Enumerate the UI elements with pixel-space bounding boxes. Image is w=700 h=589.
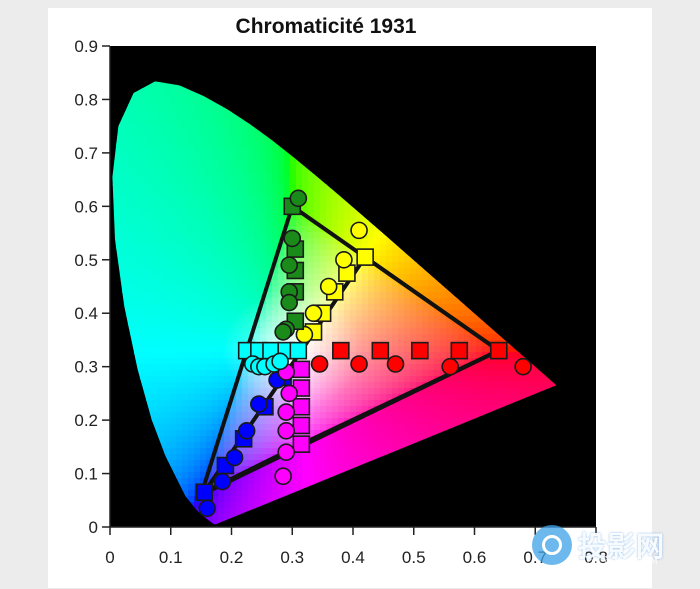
x-tick-label: 0.2 — [220, 548, 244, 567]
marker-circle-1-2 — [386, 355, 405, 373]
x-tick-label: 0 — [105, 548, 114, 567]
marker-square-6-0 — [195, 483, 213, 502]
marker-square-2-0 — [356, 248, 374, 266]
x-tick-label: 0.1 — [159, 548, 183, 567]
marker-circle-9-3 — [277, 403, 295, 421]
marker-circle-9-1 — [277, 443, 295, 461]
y-tick-label: 0.5 — [74, 251, 98, 270]
marker-circle-1-1 — [441, 357, 460, 376]
marker-circle-5-4 — [280, 293, 299, 312]
marker-circle-9-0 — [274, 467, 292, 486]
marker-square-10-4 — [289, 341, 308, 360]
marker-square-8-0 — [292, 435, 311, 453]
watermark: 投影网 TOUYING.COM — [528, 523, 688, 571]
marker-circle-7-1 — [213, 472, 232, 491]
marker-circle-1-3 — [350, 355, 368, 373]
marker-circle-5-1 — [283, 229, 302, 248]
y-tick-label: 0.9 — [74, 37, 98, 56]
y-tick-label: 0.7 — [74, 144, 98, 163]
marker-circle-11-4 — [271, 352, 289, 371]
y-tick-label: 0.1 — [74, 465, 98, 484]
marker-square-0-1 — [450, 341, 469, 360]
marker-circle-3-1 — [335, 250, 353, 269]
marker-square-0-4 — [332, 341, 350, 360]
marker-circle-7-0 — [198, 499, 216, 518]
axes: 0 0.1 0.2 0.3 0.4 0.5 0.6 0.7 0.8 0.9 0 0.1 0.2 0.3 0.… — [74, 37, 607, 567]
marker-circle-7-3 — [237, 421, 256, 440]
x-tick-label: 0.8 — [584, 548, 608, 567]
marker-square-8-1 — [292, 416, 311, 435]
marker-square-8-2 — [292, 397, 311, 416]
y-tick-label: 0.4 — [74, 304, 98, 323]
marker-circle-3-3 — [304, 304, 323, 323]
marker-circle-9-4 — [280, 384, 299, 403]
y-tick-label: 0 — [89, 518, 98, 537]
data-markers — [195, 189, 532, 518]
marker-circle-7-4 — [250, 395, 268, 413]
y-tick-label: 0.3 — [74, 358, 98, 377]
x-tick-label: 0.5 — [402, 548, 426, 567]
marker-circle-5-6 — [274, 323, 292, 341]
y-tick-label: 0.6 — [74, 197, 98, 216]
y-tick-label: 0.8 — [74, 90, 98, 109]
marker-square-0-3 — [371, 341, 390, 360]
marker-circle-9-2 — [277, 421, 295, 440]
x-tick-label: 0.4 — [341, 548, 365, 567]
marker-square-0-0 — [489, 341, 508, 360]
marker-circle-1-4 — [310, 355, 329, 373]
chart-title: Chromaticité 1931 — [236, 15, 417, 38]
marker-circle-5-0 — [289, 189, 308, 208]
x-tick-label: 0.6 — [463, 548, 487, 567]
marker-square-8-4 — [292, 360, 311, 379]
marker-circle-7-2 — [225, 448, 244, 467]
marker-circle-3-2 — [319, 277, 338, 296]
watermark-logo-icon — [532, 525, 572, 565]
watermark-text: 投影网 — [578, 530, 666, 563]
marker-circle-5-2 — [280, 256, 299, 274]
marker-square-0-2 — [411, 341, 429, 360]
marker-circle-3-0 — [350, 221, 368, 240]
marker-circle-1-0 — [514, 357, 532, 376]
y-tick-label: 0.2 — [74, 411, 98, 430]
watermark-subtext: TOUYING.COM — [580, 557, 660, 566]
x-tick-label: 0.3 — [280, 548, 304, 567]
